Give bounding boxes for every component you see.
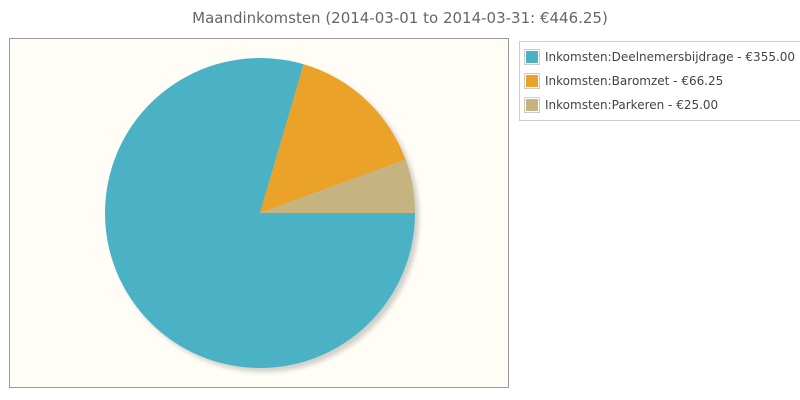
pie-slice-deelnemersbijdrage[interactable] [104,58,415,369]
pie-slice-parkeren[interactable] [260,159,415,213]
legend-item-deelnemersbijdrage: Inkomsten:Deelnemersbijdrage - €355.00 [524,45,795,69]
legend-item-parkeren: Inkomsten:Parkeren - €25.00 [524,93,795,117]
legend-swatch [524,49,540,65]
pie-slice-baromzet[interactable] [260,64,406,213]
pie-chart [104,58,419,372]
chart-title: Maandinkomsten (2014-03-01 to 2014-03-31… [192,9,608,27]
plot-area [9,38,509,388]
legend: Inkomsten:Deelnemersbijdrage - €355.00 I… [519,41,800,121]
legend-item-baromzet: Inkomsten:Baromzet - €66.25 [524,69,795,93]
legend-swatch [524,73,540,89]
legend-swatch [524,97,540,113]
legend-label: Inkomsten:Deelnemersbijdrage - €355.00 [545,50,796,64]
legend-label: Inkomsten:Parkeren - €25.00 [545,98,719,112]
legend-label: Inkomsten:Baromzet - €66.25 [545,74,724,88]
